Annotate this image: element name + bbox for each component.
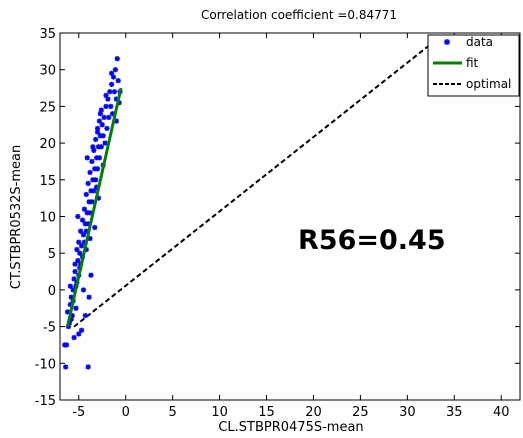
- data-point: [106, 114, 112, 121]
- y-tick-label: 15: [39, 174, 56, 189]
- optimal-line: [73, 35, 441, 328]
- r56-annotation: R56=0.45: [298, 225, 446, 256]
- data-point: [108, 103, 114, 109]
- data-point: [72, 268, 78, 275]
- legend-box: [427, 34, 520, 97]
- data-point: [94, 125, 101, 132]
- data-point: [101, 114, 107, 121]
- data-point: [109, 81, 115, 87]
- data-point: [94, 166, 101, 172]
- optimal-line-layer: [73, 35, 441, 328]
- y-tick-label: 0: [48, 284, 56, 299]
- y-tick-label: -15: [35, 394, 56, 409]
- data-point: [63, 364, 69, 370]
- y-tick-label: 30: [39, 64, 56, 79]
- x-tick-label: 35: [446, 405, 463, 420]
- data-point: [93, 136, 99, 143]
- data-point: [90, 144, 96, 150]
- x-tick-label: 0: [122, 405, 130, 420]
- x-tick-label: 40: [493, 405, 510, 420]
- data-point: [103, 103, 109, 109]
- y-tick-label: 35: [39, 27, 56, 42]
- data-point: [88, 272, 94, 278]
- data-point: [89, 158, 95, 165]
- data-point: [87, 169, 93, 176]
- data-point: [104, 125, 110, 132]
- legend-label-data: data: [466, 35, 493, 49]
- fit-line: [66, 87, 123, 327]
- data-point: [93, 177, 99, 183]
- data-point: [76, 331, 82, 337]
- data-point: [111, 89, 118, 95]
- x-tick-label: 5: [169, 405, 177, 420]
- data-point: [98, 144, 104, 150]
- data-point: [64, 309, 71, 315]
- data-point: [96, 155, 103, 161]
- data-point: [100, 133, 106, 139]
- legend-item-data: data: [444, 35, 493, 49]
- chart-title: Correlation coefficient =0.84771: [201, 8, 397, 22]
- legend: data fit optimal: [427, 34, 520, 97]
- x-tick-label: 10: [211, 405, 228, 420]
- legend-label-optimal: optimal: [466, 77, 511, 91]
- y-tick-label: -5: [43, 321, 56, 336]
- data-point: [71, 335, 77, 341]
- data-point: [115, 78, 121, 84]
- data-point: [91, 188, 97, 194]
- data-point: [82, 312, 88, 319]
- data-point: [85, 364, 91, 370]
- data-point: [75, 213, 81, 220]
- data-point: [83, 191, 89, 198]
- data-point: [85, 180, 91, 187]
- data-point: [92, 224, 98, 231]
- x-tick-label: 20: [305, 405, 322, 420]
- legend-marker-data: [444, 39, 450, 45]
- legend-label-fit: fit: [466, 56, 479, 70]
- data-point: [112, 67, 118, 73]
- y-tick-label: 5: [48, 247, 56, 262]
- data-point: [99, 122, 105, 128]
- data-point: [77, 250, 83, 256]
- data-point: [78, 327, 85, 333]
- x-tick-label: 25: [352, 405, 369, 420]
- data-point: [94, 129, 101, 135]
- data-point: [103, 92, 109, 98]
- y-tick-label: -10: [35, 357, 56, 372]
- data-point: [73, 305, 79, 311]
- y-tick-label: 25: [39, 100, 56, 115]
- x-axis: -5 0 5 10 15 20 25 30 35 40: [72, 33, 509, 420]
- data-point: [84, 155, 90, 161]
- data-point: [97, 111, 103, 117]
- data-point: [86, 294, 92, 300]
- legend-item-fit: fit: [433, 56, 479, 70]
- data-point: [102, 140, 108, 146]
- y-axis: -15 -10 -5 0 5 10 15 20 25 30 35: [35, 27, 520, 409]
- legend-item-optimal: optimal: [433, 77, 511, 91]
- data-point: [114, 56, 120, 62]
- data-point: [89, 199, 95, 205]
- y-tick-label: 20: [39, 137, 56, 152]
- x-axis-title: CL.STBPR0475S-mean: [218, 420, 363, 435]
- data-point: [62, 342, 68, 348]
- data-point: [80, 287, 87, 293]
- data-point: [109, 70, 115, 76]
- y-tick-label: 10: [39, 211, 56, 226]
- fit-line-layer: [66, 87, 123, 327]
- data-point: [107, 89, 113, 95]
- x-tick-label: 30: [399, 405, 416, 420]
- x-tick-label: 15: [258, 405, 275, 420]
- x-tick-label: -5: [72, 405, 85, 420]
- y-axis-title: CT.STBPR0532S-mean: [9, 145, 24, 290]
